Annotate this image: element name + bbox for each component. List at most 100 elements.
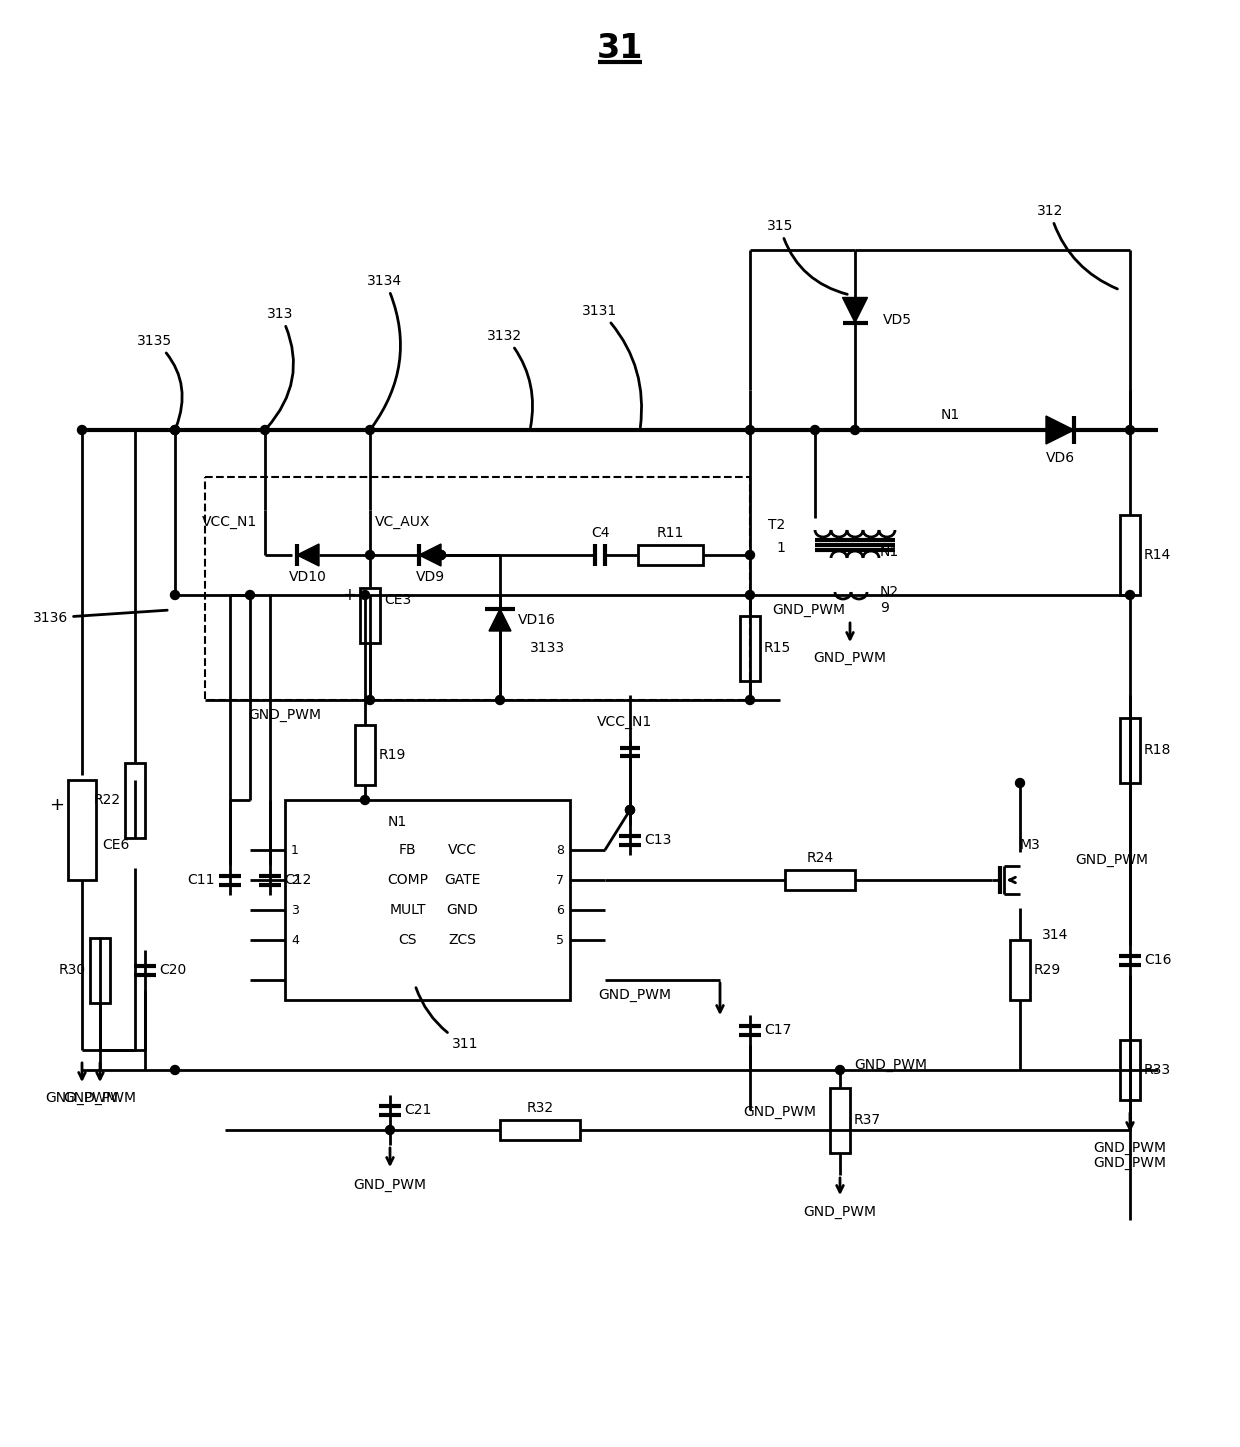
Text: R22: R22: [94, 793, 122, 807]
Circle shape: [625, 806, 635, 815]
Bar: [1120, 718, 1140, 783]
Text: 2: 2: [291, 874, 299, 887]
Bar: [785, 870, 856, 890]
Text: C11: C11: [187, 873, 215, 887]
Bar: [355, 725, 374, 786]
Text: VD9: VD9: [415, 570, 445, 585]
Text: 3134: 3134: [367, 273, 403, 428]
Circle shape: [260, 425, 269, 434]
Text: VD10: VD10: [289, 570, 327, 585]
Text: VC_AUX: VC_AUX: [374, 515, 430, 530]
Text: GND_PWM: GND_PWM: [599, 988, 672, 1001]
Circle shape: [77, 425, 87, 434]
Text: 7: 7: [556, 874, 564, 887]
Text: CE6: CE6: [102, 838, 129, 852]
Bar: [285, 800, 570, 1000]
Text: N1: N1: [388, 815, 407, 829]
Text: COMP: COMP: [387, 873, 428, 887]
Text: GND_PWM: GND_PWM: [1094, 1156, 1167, 1171]
Text: 311: 311: [415, 988, 479, 1051]
Circle shape: [811, 425, 820, 434]
Polygon shape: [298, 544, 319, 566]
Text: VD6: VD6: [1045, 451, 1075, 464]
Text: C12: C12: [284, 873, 311, 887]
Text: GND_PWM: GND_PWM: [744, 1106, 816, 1119]
Text: R18: R18: [1145, 742, 1172, 757]
Text: GND_PWM: GND_PWM: [1075, 852, 1148, 867]
Text: ZCS: ZCS: [449, 933, 476, 946]
Text: 31: 31: [596, 32, 644, 65]
Circle shape: [171, 425, 180, 434]
Text: GND_PWM: GND_PWM: [63, 1091, 136, 1106]
Text: 3136: 3136: [32, 611, 167, 625]
Circle shape: [386, 1126, 394, 1134]
Text: GND_PWM: GND_PWM: [353, 1178, 427, 1192]
Polygon shape: [419, 544, 441, 566]
Text: GND_PWM: GND_PWM: [804, 1205, 877, 1218]
Bar: [1120, 515, 1140, 595]
Bar: [360, 587, 379, 642]
Bar: [91, 938, 110, 1003]
Circle shape: [625, 806, 635, 815]
Circle shape: [745, 550, 754, 560]
Text: C4: C4: [590, 527, 609, 540]
Text: 3: 3: [291, 903, 299, 916]
Circle shape: [361, 590, 370, 599]
Circle shape: [171, 1065, 180, 1075]
Bar: [740, 615, 760, 680]
Text: CS: CS: [398, 933, 417, 946]
Text: 4: 4: [291, 933, 299, 946]
Polygon shape: [489, 609, 511, 631]
Circle shape: [851, 425, 859, 434]
Polygon shape: [842, 298, 868, 323]
Circle shape: [745, 696, 754, 705]
Text: R19: R19: [379, 748, 407, 763]
Bar: [637, 546, 703, 564]
Text: R14: R14: [1145, 548, 1172, 561]
Text: 312: 312: [1037, 204, 1117, 289]
Circle shape: [1126, 590, 1135, 599]
Text: 1: 1: [776, 541, 785, 556]
Text: GATE: GATE: [444, 873, 481, 887]
Text: C17: C17: [764, 1023, 791, 1037]
Bar: [1120, 1040, 1140, 1100]
Text: T2: T2: [768, 518, 785, 532]
Circle shape: [366, 425, 374, 434]
Text: C20: C20: [159, 964, 186, 977]
Text: 3135: 3135: [138, 334, 182, 427]
Text: C16: C16: [1145, 954, 1172, 967]
Circle shape: [745, 425, 754, 434]
Bar: [68, 780, 95, 880]
Bar: [1011, 941, 1030, 1000]
Circle shape: [745, 590, 754, 599]
Circle shape: [436, 550, 445, 560]
Text: R33: R33: [1145, 1064, 1171, 1077]
Text: CE3: CE3: [384, 593, 412, 606]
Circle shape: [361, 796, 370, 805]
Text: GND_PWM: GND_PWM: [854, 1058, 928, 1072]
Text: 6: 6: [556, 903, 564, 916]
Text: GND_PWM: GND_PWM: [248, 708, 321, 722]
Circle shape: [436, 550, 445, 560]
Text: 315: 315: [766, 218, 847, 294]
Text: M3: M3: [1019, 838, 1040, 852]
Text: R15: R15: [764, 641, 791, 655]
Bar: [830, 1088, 849, 1152]
Circle shape: [1126, 425, 1135, 434]
Text: R30: R30: [58, 964, 86, 977]
Text: GND_PWM: GND_PWM: [1094, 1142, 1167, 1155]
Text: N1: N1: [880, 546, 899, 559]
Circle shape: [246, 590, 254, 599]
Text: GND_PWM: GND_PWM: [813, 651, 887, 666]
Text: N1: N1: [940, 408, 960, 423]
Circle shape: [366, 696, 374, 705]
Text: VD5: VD5: [883, 313, 911, 327]
Text: 5: 5: [556, 933, 564, 946]
Text: +: +: [342, 586, 356, 603]
Text: C13: C13: [644, 833, 671, 846]
Circle shape: [1016, 778, 1024, 787]
Text: FB: FB: [399, 844, 417, 857]
Text: VCC_N1: VCC_N1: [598, 715, 652, 729]
Text: 313: 313: [267, 307, 294, 428]
Bar: [125, 763, 145, 838]
